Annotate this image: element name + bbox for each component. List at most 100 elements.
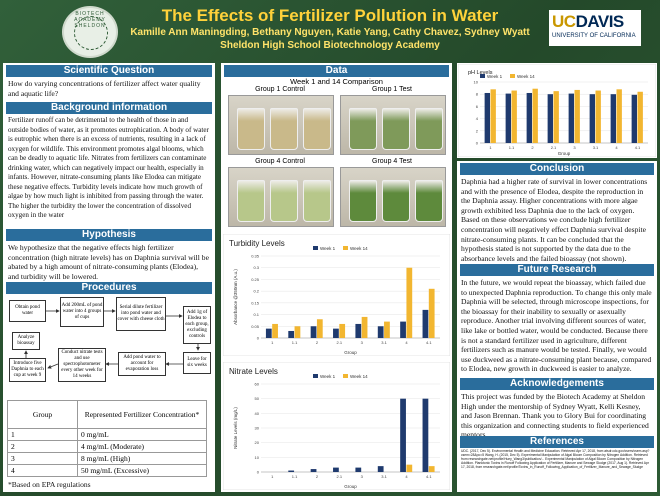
x-tick-label: 1: [271, 340, 274, 345]
y-tick-label: 0: [257, 336, 260, 341]
bar: [384, 321, 390, 338]
procedure-step-2: Add 200mL of pond water into 4 groups of…: [60, 297, 104, 327]
scientific-question-text: How do varying concentrations of fertili…: [8, 79, 201, 98]
y-tick-label: 0.05: [251, 324, 260, 329]
bar: [361, 316, 368, 338]
table-cell: 0 mg/mL: [77, 428, 207, 441]
legend-swatch: [343, 374, 348, 378]
y-tick-label: 10: [474, 80, 479, 85]
x-axis-label: Group: [558, 151, 571, 156]
y-tick-label: 30: [255, 426, 260, 431]
x-tick-label: 3: [361, 474, 364, 479]
table-footnote: *Based on EPA regulations: [8, 480, 91, 489]
bar: [400, 321, 406, 338]
cup-icon: [303, 108, 331, 150]
bar: [400, 398, 406, 472]
x-tick-label: 2: [316, 340, 319, 345]
procedure-step-3: Serial dilute fertilizer into pond water…: [116, 297, 166, 331]
x-tick-label: 4: [405, 474, 408, 479]
bar: [505, 93, 511, 143]
conclusion-text: Daphnia had a higher rate of survival in…: [461, 177, 648, 263]
y-tick-label: 8: [476, 92, 479, 97]
procedure-step-1: Obtain pond water: [9, 300, 46, 322]
bar: [272, 323, 278, 338]
scientific-question-heading: Scientific Question: [6, 65, 212, 77]
y-tick-label: 20: [255, 440, 260, 445]
x-tick-label: 3: [573, 145, 576, 150]
procedure-step-6: Add pond water to account for evaporatio…: [118, 352, 166, 376]
ucdavis-subtitle: UNIVERSITY OF CALIFORNIA: [552, 33, 636, 39]
x-tick-label: 1.1: [509, 145, 515, 150]
procedures-heading: Procedures: [6, 282, 212, 294]
y-tick-label: 0.35: [251, 254, 260, 259]
cup-icon: [349, 108, 377, 150]
cup-icon: [382, 180, 410, 222]
chart-title: Turbidity Levels: [229, 239, 285, 248]
bar: [631, 94, 637, 143]
bar: [574, 89, 580, 143]
procedure-step-8: Introduce five Daphnia to each cup at we…: [9, 358, 46, 382]
cup-icon: [382, 108, 410, 150]
x-tick-label: 2: [316, 474, 319, 479]
bar: [422, 309, 429, 338]
legend-swatch: [313, 374, 318, 378]
photo-label-group4-control: Group 4 Control: [255, 158, 305, 165]
bar: [568, 93, 574, 143]
bar: [333, 467, 339, 472]
y-tick-label: 0: [476, 141, 479, 146]
x-tick-label: 4: [615, 145, 618, 150]
x-axis-label: Group: [344, 484, 357, 489]
legend-label: Week 1: [487, 74, 503, 79]
bar: [310, 326, 317, 338]
photo-group1-test: [340, 95, 446, 155]
table-cell: 1: [7, 428, 78, 441]
table-row: 4 50 mg/mL (Excessive): [7, 464, 207, 477]
biotech-academy-logo: BIOTECH ACADEMY SHELDON: [62, 6, 118, 58]
y-tick-label: 0: [257, 470, 260, 475]
x-tick-label: 1.1: [292, 474, 298, 479]
turbidity-chart: Turbidity Levels Week 1 Week 14 0 0.05 0.1 0.1…: [223, 234, 450, 356]
legend-label: Week 1: [320, 374, 336, 379]
x-axis-label: Group: [344, 350, 357, 355]
bar: [377, 466, 384, 472]
y-tick-label: 40: [255, 411, 260, 416]
chart-title: pH Levels: [468, 70, 493, 76]
table-cell: 4: [7, 464, 78, 477]
y-axis-label: Absorbance @350nm (A.u.): [233, 269, 238, 325]
conclusion-heading: Conclusion: [460, 163, 654, 175]
cup-icon: [237, 180, 265, 222]
procedure-step-4: Add 1g of Elodea to each group, excludin…: [183, 306, 211, 344]
table-header-cell: Represented Fertilizer Concentration*: [77, 400, 207, 429]
y-tick-label: 0.3: [253, 265, 259, 270]
procedure-flow-arrows: [24, 309, 200, 369]
table-header-cell: Group: [7, 400, 78, 429]
bar: [355, 323, 362, 338]
bar: [526, 92, 532, 143]
bar: [637, 91, 643, 143]
y-tick-label: 2: [476, 128, 479, 133]
school-name: Sheldon High School Biotechnology Academ…: [220, 40, 440, 51]
photo-group4-control: [228, 167, 334, 227]
acknowledgements-heading: Acknowledgements: [460, 378, 654, 390]
x-tick-label: 1: [271, 474, 274, 479]
bar: [288, 470, 295, 472]
photo-label-group1-control: Group 1 Control: [255, 86, 305, 93]
legend-swatch: [313, 246, 318, 250]
y-tick-label: 0.15: [251, 300, 260, 305]
y-tick-label: 10: [255, 455, 260, 460]
bar: [610, 94, 616, 143]
photo-group1-control: [228, 95, 334, 155]
x-tick-label: 2: [531, 145, 534, 150]
bar: [316, 319, 323, 338]
y-tick-label: 0.25: [251, 277, 260, 282]
bar: [616, 89, 622, 143]
background-text: Fertilizer runoff can be detrimental to …: [8, 116, 209, 219]
ucdavis-wordmark: UCDAVIS: [552, 12, 624, 31]
x-tick-label: 3.1: [381, 340, 387, 345]
poster-header: BIOTECH ACADEMY SHELDON The Effects of F…: [0, 0, 660, 62]
bar: [428, 288, 435, 338]
y-tick-label: 50: [255, 396, 260, 401]
legend-swatch: [510, 74, 515, 78]
